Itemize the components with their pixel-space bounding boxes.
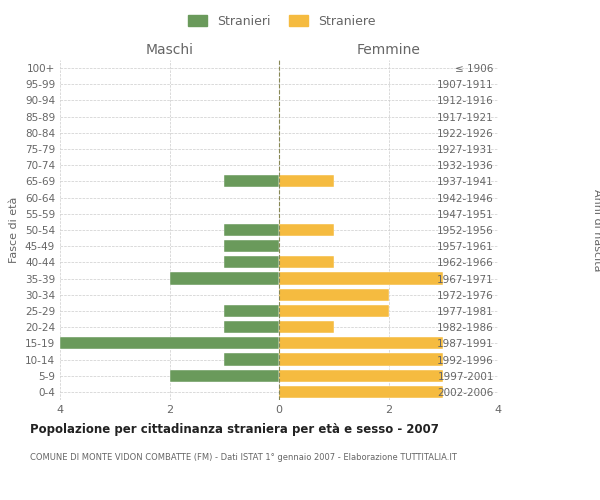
Text: Maschi: Maschi: [146, 43, 193, 57]
Text: Popolazione per cittadinanza straniera per età e sesso - 2007: Popolazione per cittadinanza straniera p…: [30, 422, 439, 436]
Bar: [170, 370, 279, 382]
Bar: [224, 354, 279, 366]
Text: Femmine: Femmine: [356, 43, 421, 57]
Bar: [279, 224, 334, 236]
Bar: [279, 370, 443, 382]
Bar: [279, 256, 334, 268]
Bar: [224, 176, 279, 188]
Legend: Stranieri, Straniere: Stranieri, Straniere: [185, 11, 379, 32]
Bar: [60, 338, 279, 349]
Bar: [224, 240, 279, 252]
Bar: [224, 305, 279, 317]
Bar: [279, 338, 443, 349]
Y-axis label: Fasce di età: Fasce di età: [10, 197, 19, 263]
Bar: [279, 386, 443, 398]
Bar: [224, 224, 279, 236]
Text: Anni di nascita: Anni di nascita: [592, 188, 600, 271]
Bar: [279, 288, 389, 301]
Bar: [279, 176, 334, 188]
Bar: [224, 321, 279, 333]
Text: COMUNE DI MONTE VIDON COMBATTE (FM) - Dati ISTAT 1° gennaio 2007 - Elaborazione : COMUNE DI MONTE VIDON COMBATTE (FM) - Da…: [30, 452, 457, 462]
Bar: [279, 321, 334, 333]
Bar: [224, 256, 279, 268]
Bar: [279, 354, 443, 366]
Bar: [279, 272, 443, 284]
Bar: [170, 272, 279, 284]
Bar: [279, 305, 389, 317]
